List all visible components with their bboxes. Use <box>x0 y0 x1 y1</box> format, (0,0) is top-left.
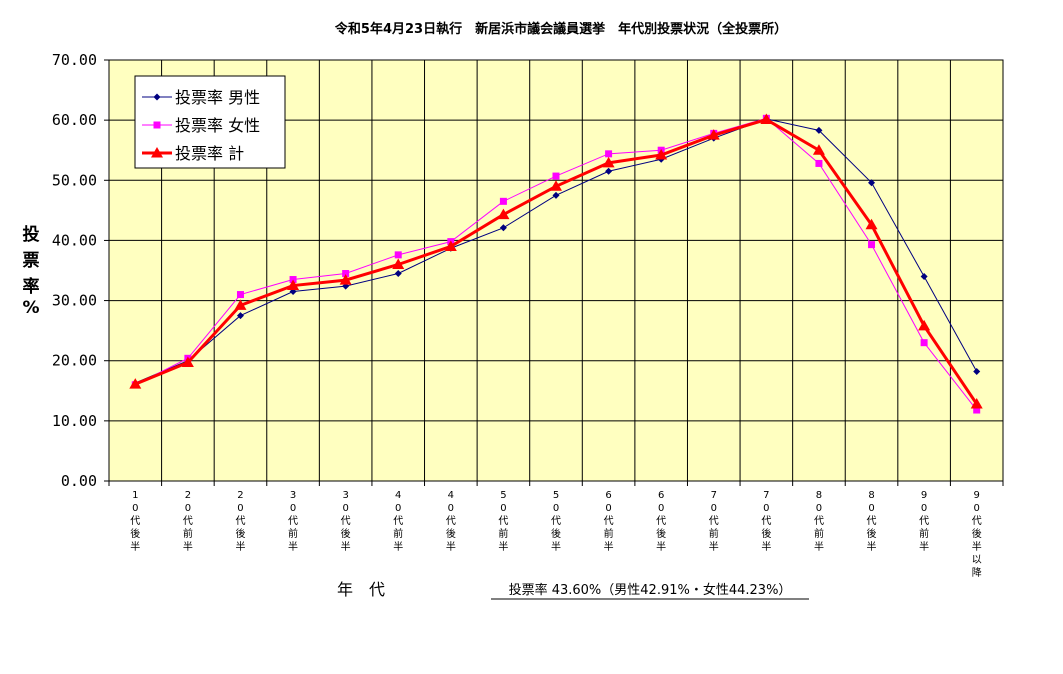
y-tick-label: 70.00 <box>52 51 97 69</box>
x-tick-label: 3 0 代前半 <box>288 490 298 553</box>
turnout-summary: 投票率 43.60%（男性42.91%・女性44.23%） <box>509 582 792 598</box>
y-axis-ticks: 0.00 10.00 20.00 30.00 40.00 50.00 60.00 70.00 <box>52 51 109 490</box>
legend-label: 投票率 女性 <box>175 116 260 135</box>
y-tick-label: 50.00 <box>52 171 97 189</box>
data-point <box>236 312 244 320</box>
data-point <box>497 208 510 220</box>
data-point <box>339 274 352 285</box>
data-point <box>655 149 668 160</box>
x-tick-label: 6 0 代後半 <box>656 490 666 553</box>
x-tick-label: 5 0 代前半 <box>498 490 508 553</box>
data-point <box>444 240 457 251</box>
data-point <box>153 93 161 101</box>
data-point <box>499 224 507 232</box>
data-point <box>920 273 928 281</box>
data-point <box>973 406 981 414</box>
data-point <box>236 291 244 299</box>
data-point <box>394 270 402 278</box>
data-point <box>812 144 825 155</box>
data-point <box>550 180 562 191</box>
y-axis-label: 投票率% <box>22 224 39 318</box>
data-point <box>289 276 297 284</box>
legend-item: 投票率 計 <box>142 144 244 163</box>
x-tick-label: 1 0 代後半 <box>130 490 140 553</box>
data-point <box>602 156 615 168</box>
y-tick-label: 0.00 <box>61 472 97 490</box>
data-point <box>151 147 163 158</box>
y-axis-label-char: 率 <box>23 276 40 297</box>
x-tick-label: 9 0 代前半 <box>919 490 929 553</box>
data-point <box>815 126 823 134</box>
x-tick-label: 4 0 代前半 <box>393 490 403 553</box>
chart-title: 令和5年4月23日執行 新居浜市議会議員選挙 年代別投票状況（全投票所） <box>335 21 787 37</box>
data-point <box>868 241 876 249</box>
x-tick-label: 2 0 代後半 <box>235 490 245 553</box>
x-tick-label: 8 0 代前半 <box>814 490 824 553</box>
x-tick-label: 9 0 代後半以降 <box>972 490 982 579</box>
x-axis-ticks: 1 0 代後半 2 0 代前半 2 0 代後半 3 0 代前半 3 0 代後半 4 0 代前半 4 0 代後半 5 0 代前半… <box>108 481 1004 579</box>
data-point <box>552 172 560 180</box>
data-point <box>920 339 928 347</box>
data-point <box>392 258 405 269</box>
data-point <box>552 191 560 199</box>
data-point <box>868 179 876 187</box>
x-axis-label: 年 代 <box>337 580 385 599</box>
x-tick-label: 6 0 代前半 <box>604 490 614 553</box>
legend-label: 投票率 男性 <box>175 88 260 107</box>
data-point <box>865 218 878 230</box>
y-axis-label-char: % <box>22 298 39 318</box>
data-point <box>181 356 194 368</box>
legend-item: 投票率 女性 <box>142 116 260 135</box>
x-tick-label: 8 0 代後半 <box>867 490 877 553</box>
data-point <box>973 368 981 376</box>
legend-item: 投票率 男性 <box>142 88 260 107</box>
data-point <box>815 159 823 167</box>
x-tick-label: 4 0 代後半 <box>446 490 456 553</box>
data-point <box>760 113 773 125</box>
x-tick-label: 7 0 代前半 <box>709 490 719 553</box>
x-tick-label: 3 0 代後半 <box>341 490 351 553</box>
data-point <box>234 299 247 310</box>
data-point <box>970 398 983 409</box>
x-tick-label: 5 0 代後半 <box>551 490 561 553</box>
y-axis-label-char: 投 <box>23 224 40 245</box>
series-triangle <box>129 113 983 409</box>
data-point <box>605 167 613 175</box>
data-point <box>287 279 300 291</box>
data-point <box>129 378 142 389</box>
x-tick-label: 2 0 代前半 <box>183 490 193 553</box>
y-tick-label: 20.00 <box>52 352 97 370</box>
y-tick-label: 60.00 <box>52 111 97 129</box>
x-tick-label: 7 0 代後半 <box>761 490 771 553</box>
data-point <box>605 150 613 158</box>
y-tick-label: 30.00 <box>52 292 97 310</box>
y-tick-label: 10.00 <box>52 412 97 430</box>
legend-label: 投票率 計 <box>175 144 244 163</box>
series-group <box>129 113 983 414</box>
y-axis-label-char: 票 <box>23 251 40 271</box>
data-point <box>394 251 402 259</box>
data-point <box>707 129 720 140</box>
data-point <box>918 319 931 331</box>
data-point <box>499 197 507 205</box>
data-point <box>153 121 161 129</box>
data-point <box>342 270 350 278</box>
y-tick-label: 40.00 <box>52 231 97 249</box>
